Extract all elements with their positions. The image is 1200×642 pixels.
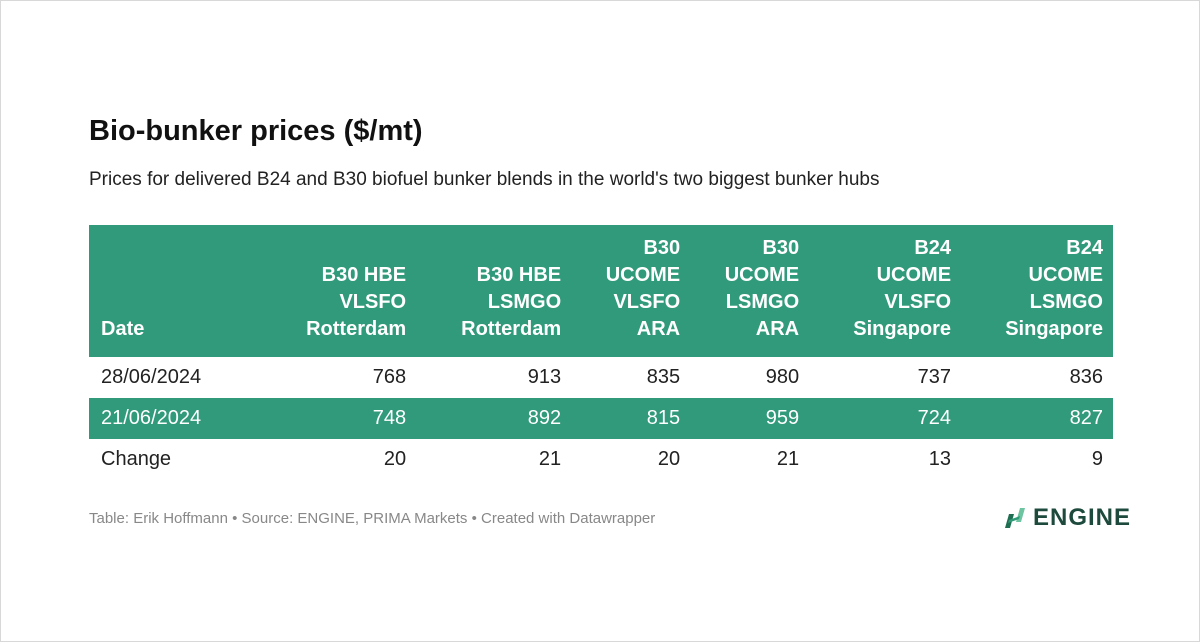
row-label: Change <box>101 448 172 470</box>
logo-text: ENGINE <box>1033 504 1132 531</box>
column-header-line: UCOME <box>1028 264 1103 286</box>
price-cell: 21 <box>776 448 800 470</box>
column-header: B30 HBE LSMGO Rotterdam <box>416 225 572 357</box>
column-header-line: Rotterdam <box>461 318 562 340</box>
price-table: Date B30 HBE VLSFO Rotterdam B30 HBE LSMGO Rot… <box>89 225 1113 480</box>
price-cell: 748 <box>261 398 417 439</box>
column-header-line: VLSFO <box>884 291 952 313</box>
column-header-line: B30 <box>762 237 800 259</box>
price-cell: 737 <box>917 366 952 388</box>
column-header-line: B30 <box>643 237 681 259</box>
row-label: 21/06/2024 <box>89 398 262 439</box>
column-header-line: VLSFO <box>613 291 681 313</box>
column-header-line: LSMGO <box>725 291 800 313</box>
price-cell: 959 <box>690 398 810 439</box>
column-header-line: UCOME <box>724 264 800 286</box>
price-cell: 768 <box>372 366 407 388</box>
price-cell: 836 <box>1069 366 1103 388</box>
column-header: B30 HBE VLSFO Rotterdam <box>261 225 417 357</box>
header-row: Date B30 HBE VLSFO Rotterdam B30 HBE LSMGO Rot… <box>89 225 1113 357</box>
column-header-line: UCOME <box>876 264 952 286</box>
column-header: Date <box>89 225 262 357</box>
column-header-line: ARA <box>755 318 800 340</box>
column-header-line: B30 HBE <box>476 264 562 286</box>
table-row: Change 20 21 20 21 13 9 <box>89 439 1113 480</box>
column-header-line: Singapore <box>853 318 952 340</box>
page-title: Bio-bunker prices ($/mt) <box>89 115 423 147</box>
column-header: B30 UCOME LSMGO ARA <box>690 225 810 357</box>
price-cell: 724 <box>809 398 962 439</box>
price-cell: 20 <box>657 448 681 470</box>
column-header-line: B24 <box>1066 237 1103 259</box>
footer-credit: Table: Erik Hoffmann • Source: ENGINE, P… <box>89 510 656 527</box>
price-cell: 21 <box>538 448 562 470</box>
column-header-line: UCOME <box>605 264 681 286</box>
engine-logo: ENGINE <box>1003 504 1131 532</box>
column-header-line: LSMGO <box>487 291 562 313</box>
price-cell: 815 <box>571 398 691 439</box>
price-cell: 827 <box>961 398 1113 439</box>
price-cell: 913 <box>527 366 562 388</box>
column-header: B24 UCOME VLSFO Singapore <box>809 225 962 357</box>
price-cell: 9 <box>1091 448 1103 470</box>
table-row: 21/06/2024 748 892 815 959 724 827 <box>89 398 1113 439</box>
column-header-line: Singapore <box>1005 318 1103 340</box>
price-cell: 980 <box>765 366 800 388</box>
column-header: B24 UCOME LSMGO Singapore <box>961 225 1113 357</box>
column-header-line: LSMGO <box>1029 291 1103 313</box>
column-header-line: VLSFO <box>339 291 407 313</box>
column-header-line: Rotterdam <box>306 318 407 340</box>
price-cell: 892 <box>416 398 572 439</box>
column-header-line: B30 HBE <box>321 264 407 286</box>
column-header-line: ARA <box>636 318 681 340</box>
row-label: 28/06/2024 <box>101 366 202 388</box>
price-cell: 835 <box>646 366 681 388</box>
column-header-line: B24 <box>914 237 952 259</box>
subtitle: Prices for delivered B24 and B30 biofuel… <box>89 169 880 190</box>
price-cell: 20 <box>383 448 407 470</box>
column-header: B30 UCOME VLSFO ARA <box>571 225 691 357</box>
column-header-line: Date <box>101 318 145 340</box>
engine-logo-icon <box>1005 508 1025 528</box>
table-row: 28/06/2024 768 913 835 980 737 836 <box>89 357 1113 398</box>
price-cell: 13 <box>928 448 952 470</box>
